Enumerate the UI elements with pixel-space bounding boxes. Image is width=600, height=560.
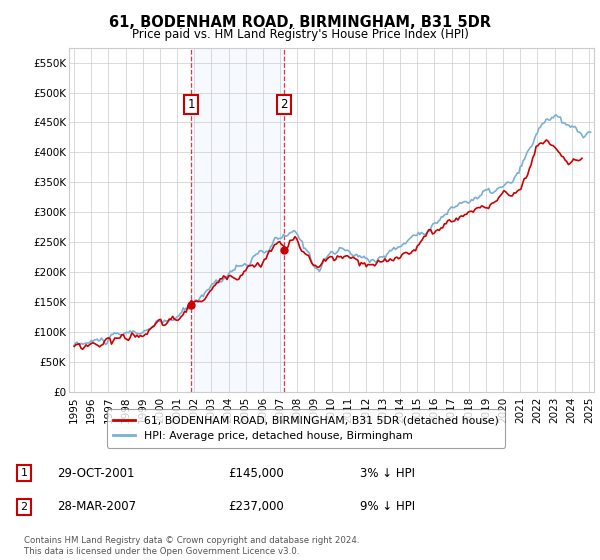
Text: 28-MAR-2007: 28-MAR-2007 — [57, 500, 136, 514]
Bar — [191, 48, 284, 392]
Text: 3% ↓ HPI: 3% ↓ HPI — [360, 466, 415, 480]
Text: 29-OCT-2001: 29-OCT-2001 — [57, 466, 134, 480]
Text: 1: 1 — [188, 98, 195, 111]
Legend: 61, BODENHAM ROAD, BIRMINGHAM, B31 5DR (detached house), HPI: Average price, det: 61, BODENHAM ROAD, BIRMINGHAM, B31 5DR (… — [107, 409, 505, 447]
Text: 2: 2 — [280, 98, 288, 111]
Text: 61, BODENHAM ROAD, BIRMINGHAM, B31 5DR: 61, BODENHAM ROAD, BIRMINGHAM, B31 5DR — [109, 15, 491, 30]
Text: 9% ↓ HPI: 9% ↓ HPI — [360, 500, 415, 514]
Text: £237,000: £237,000 — [228, 500, 284, 514]
Text: Price paid vs. HM Land Registry's House Price Index (HPI): Price paid vs. HM Land Registry's House … — [131, 28, 469, 41]
Text: 2: 2 — [20, 502, 28, 512]
Text: Contains HM Land Registry data © Crown copyright and database right 2024.
This d: Contains HM Land Registry data © Crown c… — [24, 536, 359, 556]
Text: £145,000: £145,000 — [228, 466, 284, 480]
Text: 1: 1 — [20, 468, 28, 478]
